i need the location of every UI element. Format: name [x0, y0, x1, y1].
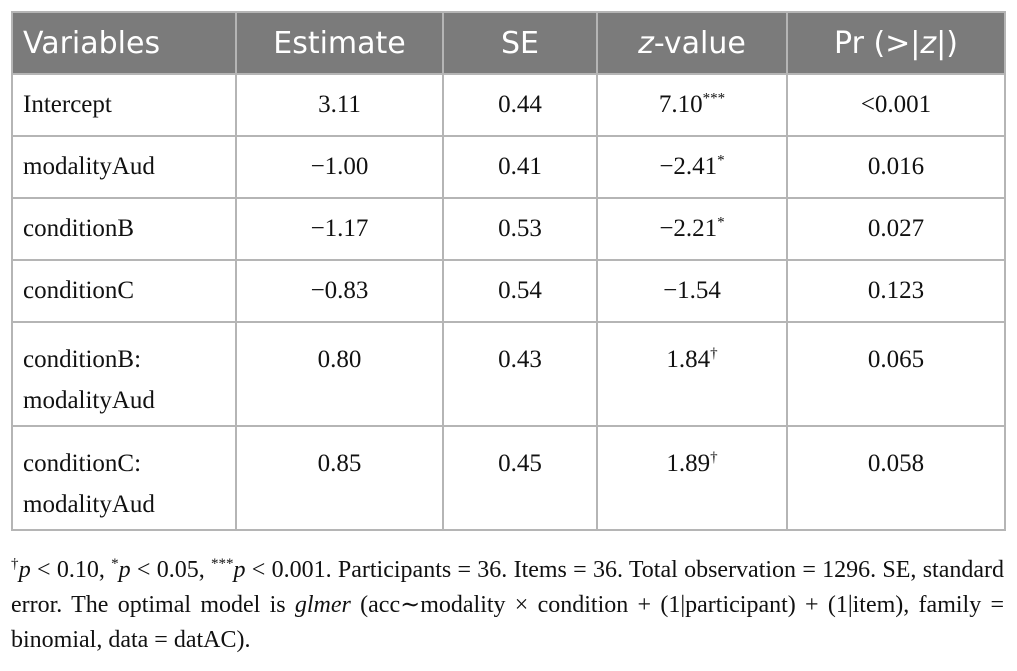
footnote-model-formula: (acc∼modality × condition + (1|participa…: [11, 592, 1004, 653]
footnote-model-name: glmer: [294, 592, 351, 618]
cell-pr-value: 0.058: [867, 450, 925, 477]
cell-se: 0.43: [442, 321, 598, 427]
cell-z-mark: *: [717, 214, 725, 231]
footnote-p: p: [18, 557, 31, 583]
cell-z-value: −2.41: [659, 153, 718, 180]
footnote-threshold-2: < 0.05,: [130, 557, 212, 583]
cell-pr: 0.123: [786, 259, 1006, 323]
cell-variable: Intercept: [11, 73, 237, 137]
table-row: modalityAud −1.00 0.41 −2.41* 0.016: [11, 135, 1006, 199]
header-pr-post: |): [936, 25, 958, 61]
cell-z: 7.10***: [596, 73, 788, 137]
cell-estimate: −1.00: [235, 135, 444, 199]
results-table: Variables Estimate SE z-value Pr (>|z|) …: [11, 11, 1006, 531]
cell-estimate-value: 0.80: [317, 346, 362, 373]
footnote-p: p: [118, 557, 131, 583]
header-variables: Variables: [11, 11, 237, 75]
cell-z-mark: †: [710, 449, 718, 466]
header-se: SE: [442, 11, 598, 75]
footnote-summary: < 0.001. Participants = 36. Items = 36. …: [11, 557, 1005, 618]
cell-se-value: 0.45: [498, 450, 542, 477]
cell-z: −2.41*: [596, 135, 788, 199]
cell-z-value: −2.21: [659, 215, 718, 242]
cell-z-mark: †: [710, 345, 718, 362]
cell-variable: conditionC: modalityAud: [11, 425, 237, 531]
results-table-container: Variables Estimate SE z-value Pr (>|z|) …: [11, 11, 1006, 531]
cell-variable: conditionB: [11, 197, 237, 261]
cell-pr-value: 0.065: [867, 346, 925, 373]
table-row: Intercept 3.11 0.44 7.10*** <0.001: [11, 73, 1006, 137]
footnote-text: †p < 0.10, *p < 0.05, ***p < 0.001. Part…: [11, 553, 1004, 658]
footnote-p: p: [233, 557, 246, 583]
header-z-rest: -value: [653, 25, 746, 61]
cell-se: 0.54: [442, 259, 598, 323]
cell-pr: 0.016: [786, 135, 1006, 199]
table-footnote: †p < 0.10, *p < 0.05, ***p < 0.001. Part…: [11, 553, 1004, 658]
header-pr-z: z: [920, 25, 937, 61]
header-estimate: Estimate: [235, 11, 444, 75]
cell-z-value: 1.89: [666, 450, 711, 477]
cell-z: 1.84†: [596, 321, 788, 427]
header-row: Variables Estimate SE z-value Pr (>|z|): [11, 11, 1006, 75]
table-row: conditionC: modalityAud 0.85 0.45 1.89† 0…: [11, 425, 1006, 531]
table-row: conditionB −1.17 0.53 −2.21* 0.027: [11, 197, 1006, 261]
cell-variable: conditionB: modalityAud: [11, 321, 237, 427]
cell-se-value: 0.43: [498, 346, 542, 373]
cell-estimate: 3.11: [235, 73, 444, 137]
cell-variable-line2: modalityAud: [23, 491, 155, 518]
cell-z: −1.54: [596, 259, 788, 323]
cell-pr: 0.058: [786, 425, 1006, 531]
footnote-dagger: †: [11, 556, 19, 572]
cell-variable-line1: conditionB:: [23, 346, 142, 373]
cell-se: 0.53: [442, 197, 598, 261]
cell-pr: <0.001: [786, 73, 1006, 137]
cell-z-mark: ***: [702, 90, 726, 107]
cell-se: 0.41: [442, 135, 598, 199]
footnote-threshold-1: < 0.10,: [30, 557, 112, 583]
footnote-triple-star: ***: [211, 556, 234, 572]
cell-z-mark: *: [717, 152, 725, 169]
cell-variable-line2: modalityAud: [23, 387, 155, 414]
cell-z-value: 1.84: [666, 346, 711, 373]
cell-z: −2.21*: [596, 197, 788, 261]
table-row: conditionC −0.83 0.54 −1.54 0.123: [11, 259, 1006, 323]
header-pr-pre: Pr (>|: [834, 25, 921, 61]
cell-z-value: −1.54: [663, 277, 721, 304]
cell-estimate: 0.85: [235, 425, 444, 531]
cell-variable: modalityAud: [11, 135, 237, 199]
cell-pr: 0.065: [786, 321, 1006, 427]
table-row: conditionB: modalityAud 0.80 0.43 1.84† 0…: [11, 321, 1006, 427]
footnote-star: *: [111, 556, 119, 572]
cell-z: 1.89†: [596, 425, 788, 531]
cell-estimate-value: 0.85: [317, 450, 362, 477]
cell-se: 0.45: [442, 425, 598, 531]
cell-estimate: 0.80: [235, 321, 444, 427]
cell-estimate: −0.83: [235, 259, 444, 323]
header-pr: Pr (>|z|): [786, 11, 1006, 75]
cell-se: 0.44: [442, 73, 598, 137]
cell-estimate: −1.17: [235, 197, 444, 261]
header-z-value: z-value: [596, 11, 788, 75]
header-z-italic: z: [638, 25, 654, 61]
cell-variable: conditionC: [11, 259, 237, 323]
cell-variable-line1: conditionC:: [23, 450, 142, 477]
cell-z-value: 7.10: [658, 91, 703, 118]
cell-pr: 0.027: [786, 197, 1006, 261]
